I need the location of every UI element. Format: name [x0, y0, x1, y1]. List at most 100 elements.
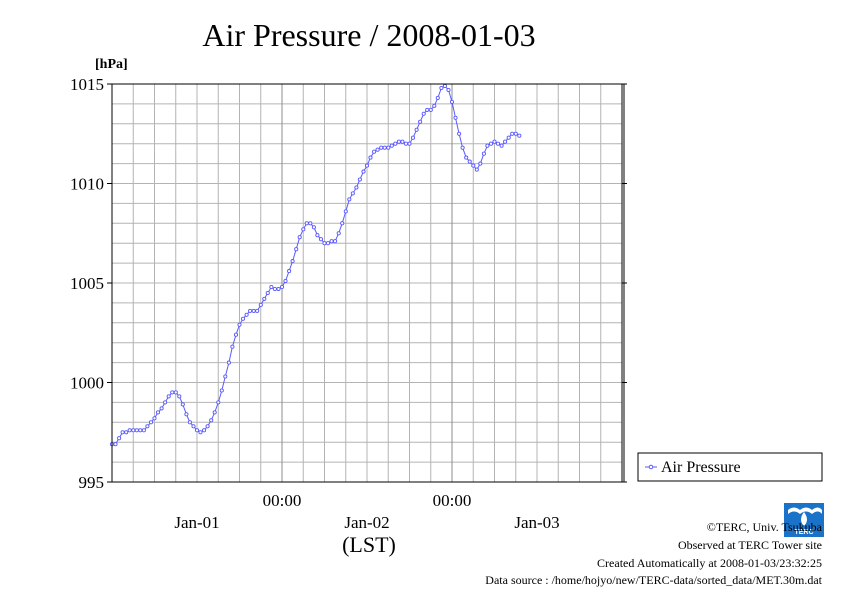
data-point	[368, 155, 373, 160]
data-point	[439, 85, 444, 91]
logo-wave-shape	[788, 507, 822, 514]
data-point	[457, 131, 462, 136]
y-axis-unit: [hPa]	[95, 57, 128, 72]
data-point	[191, 424, 196, 429]
data-point	[138, 428, 143, 433]
y-tick-label: 995	[79, 473, 105, 492]
data-point	[209, 418, 214, 423]
data-point	[170, 390, 175, 395]
data-point	[318, 237, 324, 242]
data-point	[471, 163, 476, 168]
data-point	[481, 151, 486, 156]
data-point	[219, 388, 224, 393]
chart-title: Air Pressure / 2008-01-03	[202, 17, 535, 53]
data-point	[336, 231, 341, 236]
data-point	[382, 145, 387, 150]
logo-text: TERC	[794, 529, 813, 536]
legend: Air Pressure	[637, 452, 823, 482]
data-point	[322, 241, 327, 246]
data-point	[262, 296, 267, 301]
data-point	[357, 177, 362, 182]
data-point	[202, 428, 207, 433]
axis-labels: 995 1000 1005 1010 1015 00:00 00:00 Jan-01 Jan-0…	[70, 75, 627, 532]
data-point	[503, 139, 508, 144]
data-point	[499, 143, 504, 148]
data-point	[287, 269, 292, 274]
series-line	[112, 85, 520, 445]
data-point	[506, 135, 511, 140]
data-point	[290, 259, 295, 264]
data-point	[145, 424, 150, 429]
data-point	[276, 286, 281, 292]
data-point	[127, 428, 132, 433]
data-point	[325, 241, 331, 246]
x-date-label: Jan-03	[514, 513, 559, 532]
data-point	[159, 406, 164, 411]
data-point	[152, 416, 157, 421]
data-point	[492, 139, 497, 144]
data-point	[485, 143, 490, 148]
data-point	[449, 99, 455, 104]
x-time-label: 00:00	[433, 491, 472, 510]
data-point	[184, 412, 189, 417]
data-point	[364, 163, 370, 168]
series-air-pressure	[109, 83, 522, 447]
data-point	[194, 428, 200, 433]
data-point	[379, 145, 384, 150]
data-point	[428, 107, 433, 112]
data-point	[372, 149, 377, 154]
y-tick-label: 1010	[70, 175, 104, 194]
footer-observed: Observed at TERC Tower site	[677, 538, 822, 552]
data-point	[148, 420, 154, 425]
data-point	[279, 284, 285, 290]
data-point	[513, 131, 518, 136]
data-point	[311, 225, 316, 230]
data-point	[173, 390, 178, 395]
x-date-label: Jan-02	[344, 513, 389, 532]
data-point	[226, 360, 231, 365]
data-point	[141, 428, 146, 433]
footer-source: Data source : /home/hojyo/new/TERC-data/…	[485, 573, 822, 587]
legend-box	[637, 452, 823, 482]
data-point	[177, 394, 182, 399]
footer-copyright: ©TERC, Univ. Tsukuba	[706, 520, 822, 534]
data-point	[333, 239, 338, 244]
data-point	[223, 374, 228, 379]
x-date-label: Jan-01	[174, 513, 219, 532]
data-point	[155, 410, 161, 415]
data-point	[400, 139, 405, 144]
data-point	[198, 430, 203, 435]
data-point	[297, 235, 302, 240]
data-point	[432, 103, 437, 108]
data-point	[240, 316, 246, 321]
data-point	[233, 332, 239, 337]
data-point	[180, 402, 185, 407]
x-axis-label: (LST)	[342, 532, 396, 557]
data-point	[265, 290, 270, 296]
data-point	[329, 239, 334, 244]
data-point	[354, 185, 359, 190]
data-point	[464, 155, 469, 160]
data-point	[134, 428, 139, 433]
data-point	[237, 322, 242, 327]
data-point	[393, 141, 398, 146]
data-point	[347, 197, 352, 202]
data-point	[163, 400, 168, 405]
data-point	[113, 442, 118, 447]
data-point	[396, 139, 401, 144]
data-point	[343, 209, 348, 214]
data-point	[460, 145, 465, 150]
data-point	[435, 95, 440, 100]
data-point	[418, 119, 423, 124]
data-point	[442, 83, 447, 89]
data-point	[120, 430, 125, 435]
data-point	[340, 221, 345, 226]
data-point	[510, 131, 515, 136]
data-point	[488, 141, 494, 146]
data-point	[216, 400, 221, 405]
data-point	[410, 135, 416, 140]
data-point	[478, 161, 483, 166]
data-point	[294, 247, 299, 252]
data-point	[389, 143, 394, 148]
